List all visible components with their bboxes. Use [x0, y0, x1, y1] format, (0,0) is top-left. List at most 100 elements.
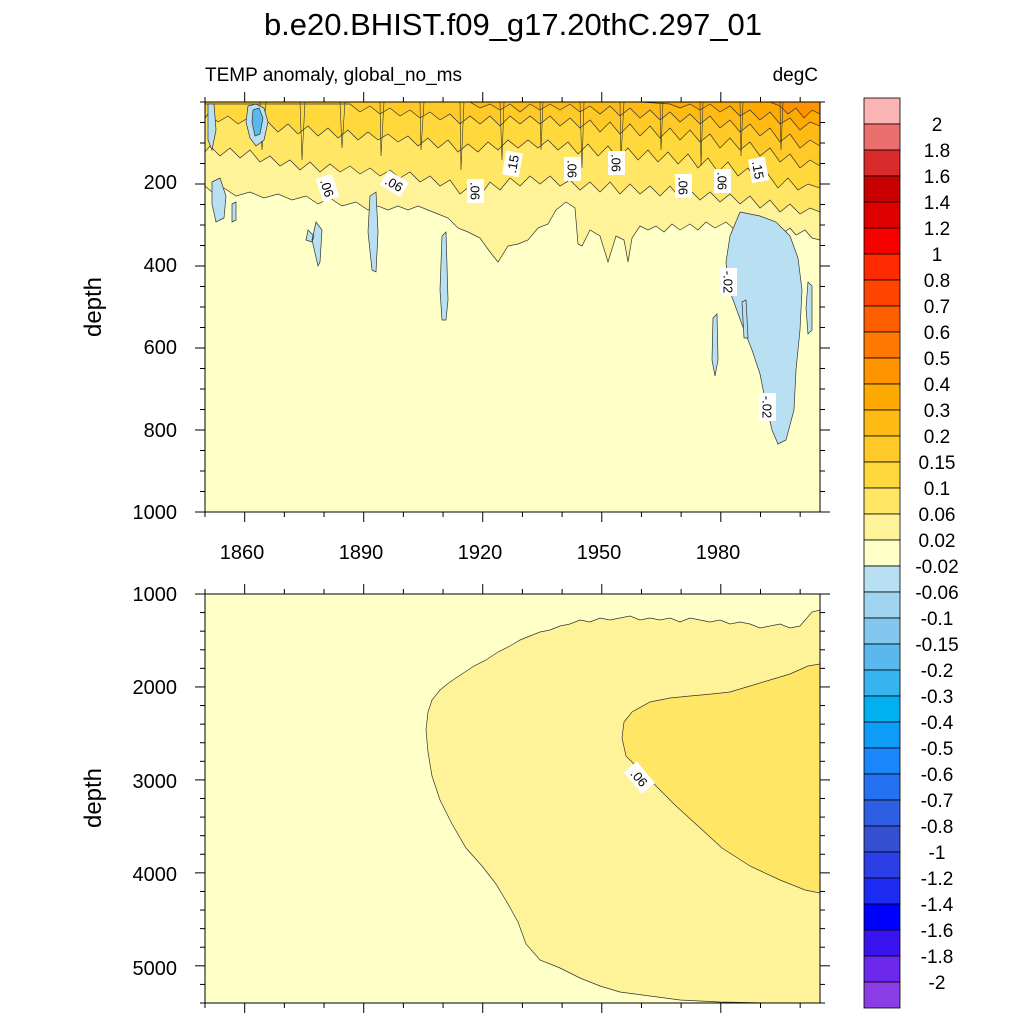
colorbar-box: [863, 97, 901, 125]
colorbar-box: [863, 305, 901, 333]
colorbar-label: 0.5: [924, 349, 950, 370]
colorbar-label: 1.6: [924, 167, 950, 188]
colorbar-label: -1.6: [921, 921, 954, 942]
colorbar-label: 0.02: [919, 531, 956, 552]
colorbar-box: [863, 747, 901, 775]
colorbar-label: -0.2: [921, 661, 954, 682]
colorbar-label: -1.2: [921, 869, 954, 890]
contour-fill-negative-upper-left: [211, 177, 227, 223]
colorbar-box: [863, 513, 901, 541]
colorbar-box: [863, 201, 901, 229]
colorbar-box: [863, 539, 901, 567]
contour-fill-negative-1850s: [207, 103, 217, 152]
colorbar: 2 1.8 1.6 1.4 1.2 1 0.8 0.7 0.6 0.5 0.4 0.3 0.2 0.15 0…: [863, 97, 959, 1009]
colorbar-box: [863, 487, 901, 515]
colorbar-box: [863, 825, 901, 853]
colorbar-label: 0.8: [924, 271, 950, 292]
colorbar-box: [863, 955, 901, 983]
chart-title: b.e20.BHIST.f09_g17.20thC.297_01: [264, 7, 762, 42]
colorbar-box: [863, 383, 901, 411]
y-tick-label: 1000: [133, 502, 178, 524]
contour-fill-0.15: [205, 102, 820, 169]
colorbar-box: [863, 149, 901, 177]
upper-panel: .06 .06 .06 .15 .06 .06: [80, 92, 830, 564]
y-tick-label: 400: [144, 255, 177, 277]
colorbar-box: [863, 721, 901, 749]
colorbar-label: -0.1: [921, 609, 954, 630]
colorbar-label: 2: [932, 115, 943, 136]
colorbar-label: 0.2: [924, 427, 950, 448]
contour-fill-negative-2000s: [805, 281, 813, 335]
y-tick-label: 600: [144, 337, 177, 359]
contour-label: .06: [468, 182, 483, 200]
colorbar-label: -2: [929, 973, 946, 994]
x-tick-label: 1980: [696, 542, 741, 564]
colorbar-label: 1: [932, 245, 943, 266]
colorbar-labels: 2 1.8 1.6 1.4 1.2 1 0.8 0.7 0.6 0.5 0.4 0.3 0.2 0.15 0…: [915, 115, 958, 994]
colorbar-box: [863, 227, 901, 255]
upper-y-tick-labels: 200 400 600 800 1000: [133, 172, 178, 524]
x-tick-labels: 1860 1890 1920 1950 1980: [220, 542, 741, 564]
colorbar-label: 0.7: [924, 297, 950, 318]
contour-fill-negative-1880s: [305, 221, 323, 268]
colorbar-box: [863, 591, 901, 619]
colorbar-label: -1: [929, 843, 946, 864]
contour-label: .06: [609, 154, 624, 172]
colorbar-label: -0.6: [921, 765, 954, 786]
colorbar-box: [863, 903, 901, 931]
colorbar-label: 0.06: [919, 505, 956, 526]
colorbar-label: -0.5: [921, 739, 954, 760]
contour-fill-negative-1910: [439, 231, 449, 321]
y-tick-label: 1000: [133, 584, 178, 606]
contour-label: -.02: [760, 396, 775, 418]
colorbar-label: -1.8: [921, 947, 954, 968]
left-subtitle: TEMP anomaly, global_no_ms: [205, 65, 462, 86]
y-tick-label: 4000: [133, 864, 178, 886]
colorbar-box: [863, 331, 901, 359]
colorbar-label: -0.06: [915, 583, 958, 604]
colorbar-box: [863, 435, 901, 463]
colorbar-box: [863, 851, 901, 879]
upper-contour-labels: .06 .06 .06 .15 .06 .06: [315, 150, 776, 421]
colorbar-label: -0.8: [921, 817, 954, 838]
colorbar-box: [863, 695, 901, 723]
colorbar-box: [863, 253, 901, 281]
colorbar-label: -0.3: [921, 687, 954, 708]
colorbar-boxes: [863, 97, 901, 1009]
colorbar-label: -1.4: [921, 895, 954, 916]
contour-label: -.02: [721, 271, 736, 293]
lower-panel: .06 1000 2000 3000 4000 5000 depth: [80, 584, 830, 1013]
upper-axis-ticks: [195, 92, 830, 522]
colorbar-label: 0.3: [924, 401, 950, 422]
x-tick-label: 1920: [458, 542, 503, 564]
y-tick-label: 2000: [133, 677, 178, 699]
x-tick-label: 1860: [220, 542, 265, 564]
contour-label: .15: [749, 160, 767, 180]
contour-fill-0.06: [621, 663, 820, 894]
colorbar-box: [863, 877, 901, 905]
colorbar-box: [863, 643, 901, 671]
y-tick-label: 200: [144, 172, 177, 194]
contour-label: .06: [715, 172, 730, 190]
colorbar-label: 1.4: [924, 193, 951, 214]
right-subtitle: degC: [773, 65, 818, 86]
colorbar-label: 1.2: [924, 219, 950, 240]
colorbar-box: [863, 279, 901, 307]
contour-fill-negative-1890s: [367, 191, 379, 273]
contour-label: .06: [565, 160, 580, 178]
lower-y-tick-labels: 1000 2000 3000 4000 5000: [133, 584, 178, 980]
x-tick-label: 1890: [339, 542, 384, 564]
colorbar-label: -0.02: [915, 557, 958, 578]
colorbar-box: [863, 565, 901, 593]
contour-fill-0.2: [469, 102, 820, 149]
upper-y-axis-label: depth: [80, 277, 107, 337]
colorbar-box: [863, 929, 901, 957]
contour-fill-negative-1860s-core: [251, 107, 264, 137]
colorbar-box: [863, 357, 901, 385]
colorbar-label: -0.7: [921, 791, 954, 812]
lower-y-axis-label: depth: [80, 768, 107, 828]
colorbar-box: [863, 461, 901, 489]
contour-label: .15: [504, 154, 522, 174]
contour-fill-negative-1990s-small: [741, 299, 749, 339]
